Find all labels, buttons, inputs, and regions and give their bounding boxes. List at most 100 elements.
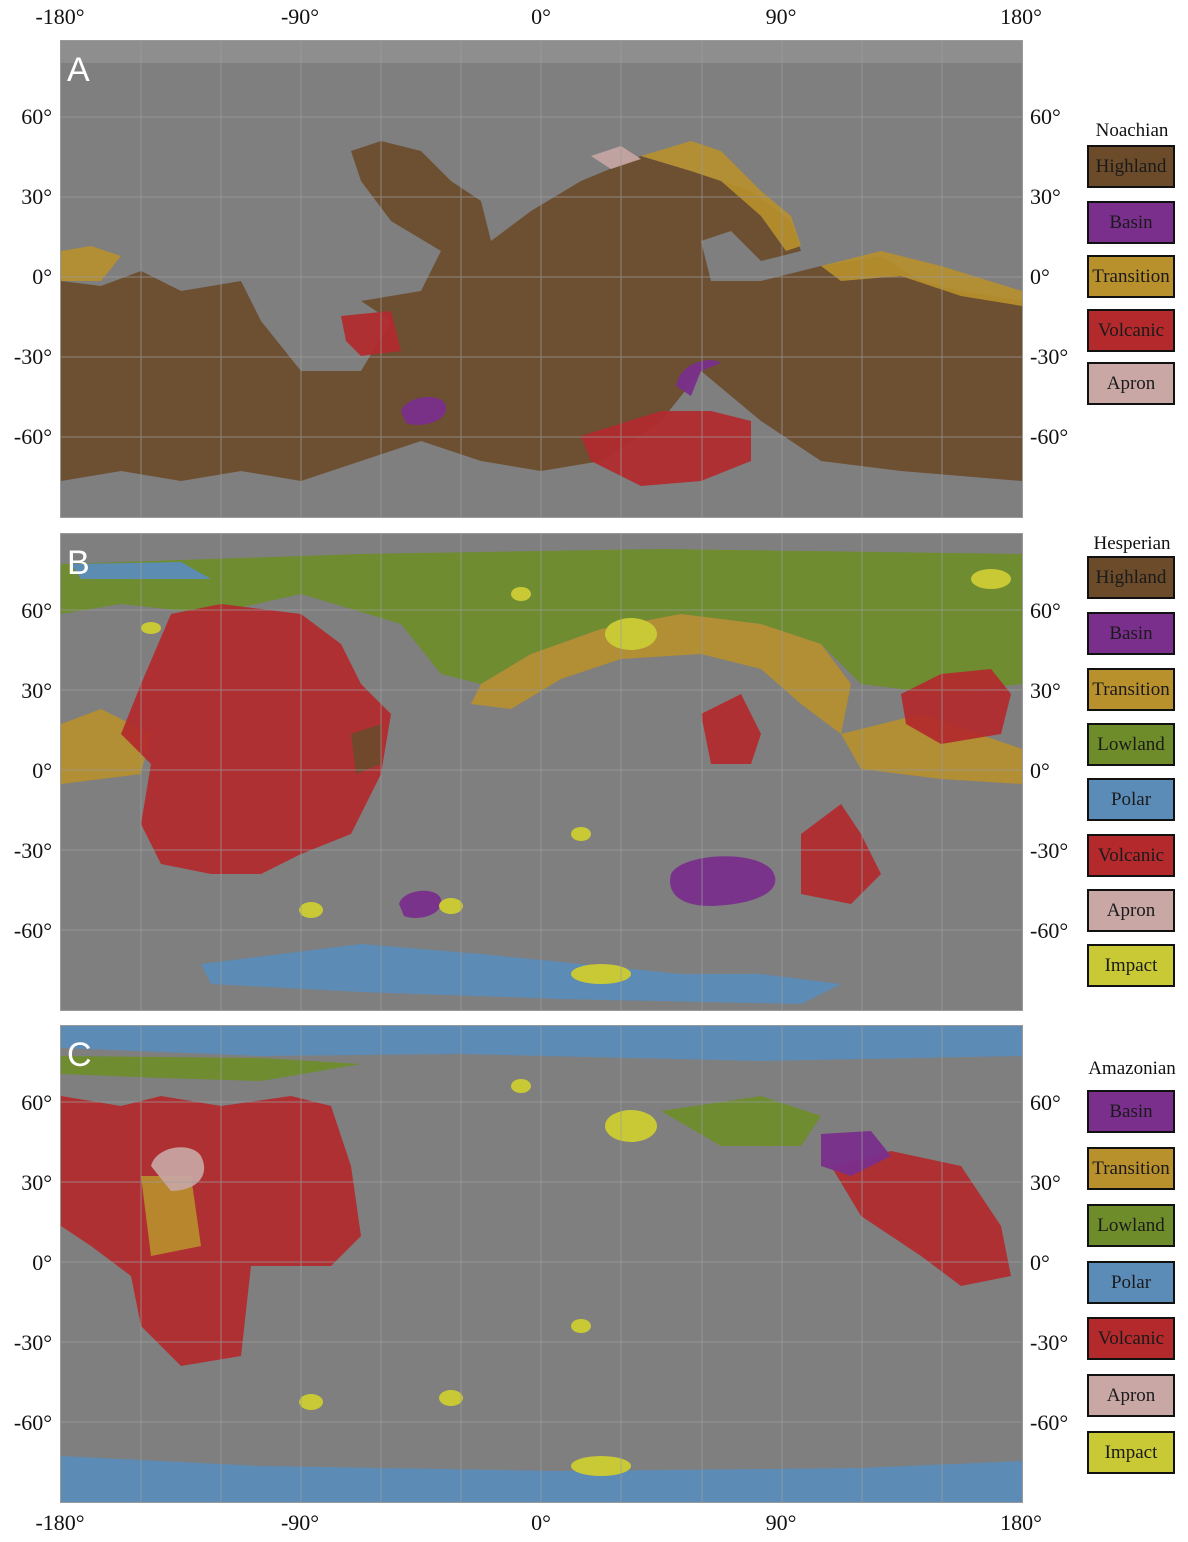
legend-item-volcanic: Volcanic [1087,834,1175,877]
hesperian-impact-region [571,827,591,841]
legend-item-transition: Transition [1087,255,1175,298]
amazonian-lowland-region [61,1056,361,1081]
map-panel-b: B [60,533,1023,1011]
lat-label-right-c-neg30: -30° [1030,1330,1069,1355]
lon-label-bottom-90: 90° [765,1510,797,1535]
noachian-transition-region [61,246,121,281]
map-panel-c: C [60,1025,1023,1503]
lat-label-left-b-60: 60° [21,598,52,623]
lon-label-bottom-neg180: -180° [35,1510,85,1535]
amazonian-impact-region [571,1319,591,1333]
noachian-transition-region [821,251,1022,306]
legend-item-lowland: Lowland [1087,1204,1175,1247]
lon-label-top-90: 90° [765,4,797,29]
lat-label-left-c-30: 30° [21,1170,52,1195]
grid-lines [61,1026,1022,1502]
legend-item-apron: Apron [1087,889,1175,932]
hesperian-impact-region [141,622,161,634]
lat-label-right-a-neg60: -60° [1030,424,1069,449]
amazonian-impact-region [571,1456,631,1476]
lat-label-left-a-neg60: -60° [13,424,52,449]
lat-label-right-c-30: 30° [1030,1170,1061,1195]
lat-label-right-a-60: 60° [1030,104,1061,129]
lat-label-left-b-0: 0° [32,758,52,783]
amazonian-impact-region [299,1394,323,1410]
map-b-svg [61,534,1022,1010]
hesperian-volcanic-region [121,604,391,874]
hesperian-volcanic-region [701,694,761,764]
lat-label-right-b-neg60: -60° [1030,918,1069,943]
legend-item-impact: Impact [1087,1431,1175,1474]
panel-letter-a: A [67,51,90,89]
legend-item-highland: Highland [1087,145,1175,188]
lat-label-right-b-neg30: -30° [1030,838,1069,863]
hesperian-impact-region [511,587,531,601]
legend-item-polar: Polar [1087,778,1175,821]
legend-item-transition: Transition [1087,1147,1175,1190]
legend-item-volcanic: Volcanic [1087,309,1175,352]
legend-item-basin: Basin [1087,201,1175,244]
hesperian-transition-region [471,614,851,734]
panel-letter-b: B [67,544,90,582]
grid-lines [61,41,1022,517]
grid-lines [61,534,1022,1010]
hesperian-transition-region [841,714,1022,784]
legend-item-polar: Polar [1087,1261,1175,1304]
lat-label-left-b-neg60: -60° [13,918,52,943]
legend-item-transition: Transition [1087,668,1175,711]
noachian-apron-region [591,146,641,169]
amazonian-apron-region [151,1147,205,1191]
lat-label-right-c-0: 0° [1030,1250,1050,1275]
lat-label-right-a-0: 0° [1030,264,1050,289]
lat-label-left-c-60: 60° [21,1090,52,1115]
legend-item-basin: Basin [1087,1090,1175,1133]
hesperian-basin-region [670,856,776,906]
amazonian-volcanic-region [61,1096,361,1366]
lat-label-right-a-neg30: -30° [1030,344,1069,369]
noachian-transition-region [641,141,801,251]
noachian-basin-region [401,396,447,426]
lat-label-right-b-30: 30° [1030,678,1061,703]
amazonian-impact-region [439,1390,463,1406]
map-a-svg [61,41,1022,517]
hesperian-impact-region [605,618,657,650]
legend-item-basin: Basin [1087,612,1175,655]
lat-label-left-b-30: 30° [21,678,52,703]
lat-label-left-b-neg30: -30° [13,838,52,863]
legend-item-apron: Apron [1087,1374,1175,1417]
lon-label-top-180: 180° [1000,4,1042,29]
hesperian-volcanic-region [801,804,881,904]
lat-label-left-c-0: 0° [32,1250,52,1275]
map-panel-a: A [60,40,1023,518]
amazonian-volcanic-region [831,1151,1011,1286]
lat-label-left-c-neg30: -30° [13,1330,52,1355]
legend-item-apron: Apron [1087,362,1175,405]
amazonian-impact-region [605,1110,657,1142]
noachian-volcanic-region [581,411,751,486]
lat-label-right-a-30: 30° [1030,184,1061,209]
legend-title-noachian: Noachian [1095,120,1169,141]
amazonian-basin-region [821,1131,891,1176]
lat-label-left-c-neg60: -60° [13,1410,52,1435]
legend-item-volcanic: Volcanic [1087,1317,1175,1360]
hesperian-basin-region [399,890,442,919]
lon-label-bottom-180: 180° [1000,1510,1042,1535]
lat-label-right-b-0: 0° [1030,758,1050,783]
panel-letter-c: C [67,1036,92,1074]
lat-label-left-a-30: 30° [21,184,52,209]
noachian-basin-region [676,360,721,396]
lat-label-right-c-neg60: -60° [1030,1410,1069,1435]
amazonian-lowland-region [661,1096,821,1146]
lat-label-left-a-neg30: -30° [13,344,52,369]
lon-label-bottom-0: 0° [531,1510,551,1535]
legend-title-hesperian: Hesperian [1093,533,1171,554]
hesperian-impact-region [571,964,631,984]
lat-label-left-a-60: 60° [21,104,52,129]
lat-label-left-a-0: 0° [32,264,52,289]
lat-label-right-c-60: 60° [1030,1090,1061,1115]
amazonian-impact-region [511,1079,531,1093]
legend-item-impact: Impact [1087,944,1175,987]
hesperian-impact-region [299,902,323,918]
lon-label-top-neg180: -180° [35,4,85,29]
legend-item-lowland: Lowland [1087,723,1175,766]
